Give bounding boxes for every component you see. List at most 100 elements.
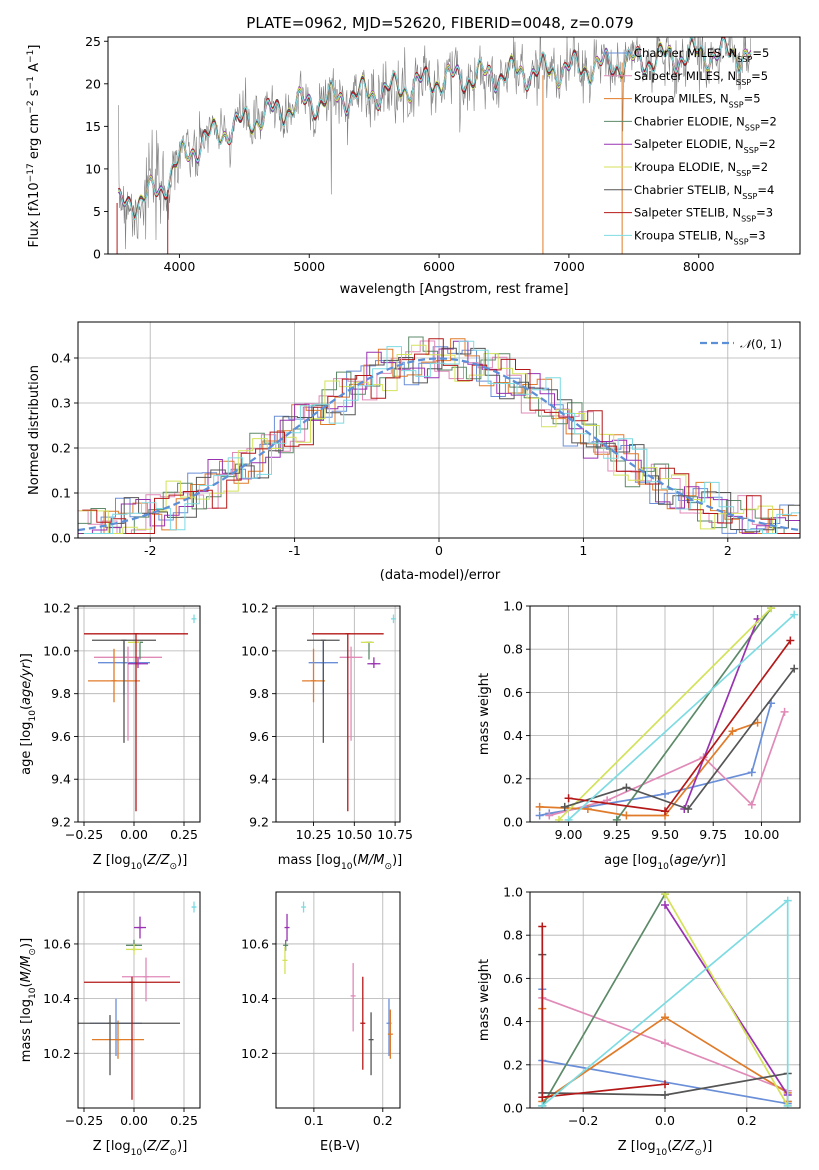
plot-area [535,606,799,822]
text-part: )] [19,938,34,948]
text-part: ⊙ [28,948,38,956]
text-part: )] [177,853,187,868]
text-part: 10 [27,182,42,199]
normal-curve [78,357,800,532]
y-tick-label: 9.2 [249,815,269,830]
y-tick-label: 0.0 [503,1101,523,1116]
text-part: −1 [26,50,36,63]
text-part: =5 [744,92,761,106]
text-part: Kroupa ELODIE, N [634,160,736,174]
residuals-y-label: Normed distribution [27,365,42,495]
weight-marker [535,802,544,811]
text-part: SSP [736,77,751,86]
y-axis-label: mass weight [477,959,492,1041]
y-tick-label: 0.8 [503,928,523,943]
text-part: Kroupa MILES, N [634,92,729,106]
legend-label: 𝒩(0, 1) [740,337,782,351]
residuals-x-label: (data-model)/error [380,568,501,583]
text-part: 10 [656,1148,668,1158]
text-part: Kroupa STELIB, N [634,228,734,242]
y-tick-label: 0.8 [503,642,523,657]
text-part: 10 [131,862,143,872]
weight-marker [684,805,693,814]
text-part: Chabrier STELIB, N [634,183,742,197]
y-tick-label: 0.2 [503,1057,523,1072]
residual-histogram [83,340,800,534]
weight-marker [622,811,631,820]
text-part: 10 [657,862,669,872]
weight-marker [783,1101,792,1108]
y-tick-label: 9.4 [249,772,269,787]
legend-label: Chabrier ELODIE, NSSP=2 [634,114,777,131]
text-part: ( [19,705,34,710]
y-tick-label: 9.2 [51,815,71,830]
weight-line [616,607,772,821]
weight-marker [545,811,554,820]
text-part: mass weight [477,959,492,1041]
x-tick-label: 9.50 [651,827,679,842]
weight-line [558,607,772,821]
text-part: SSP [744,146,759,155]
weight-marker [780,707,789,716]
weight-marker [661,807,669,816]
y-tick-label: 1.0 [503,885,523,900]
text-part: =4 [757,183,774,197]
weight-marker [538,1093,547,1102]
text-part: mass [log [19,999,34,1062]
x-tick-label: 0.25 [170,1113,198,1128]
x-tick-label: 9.00 [555,827,583,842]
text-part: ( [19,982,34,987]
y-tick-label: 0.4 [503,728,523,743]
y-tick-label: 9.6 [51,729,71,744]
y-tick-label: 9.8 [249,686,269,701]
x-tick-label: 5000 [293,259,325,274]
legend-label: Kroupa MILES, NSSP=5 [634,92,761,110]
x-tick-label: 9.75 [699,827,727,842]
y-tick-label: 20 [85,76,101,91]
text-part: A [27,63,42,76]
weight-marker [535,811,544,820]
y-tick-label: 0 [93,247,101,262]
text-part: Normed distribution [27,365,42,495]
axes-frame [107,36,801,255]
text-part: =5 [751,69,768,83]
axes-frame [77,605,201,823]
text-part: s [27,89,42,100]
x-axis-label: age [log10(age/yr)] [604,853,726,872]
text-part: Salpeter ELODIE, N [634,137,744,151]
text-part: =5 [752,46,769,60]
weight-vs-z-plot: −0.2 0.0 0.2 0.0 0.2 0.4 0.6 0.8 1.0 Z [log10(Z/Z… [477,885,801,1158]
text-part: Flux [f [27,206,42,247]
y-tick-label: 1.0 [503,599,523,614]
y-tick-label: 25 [85,34,101,49]
text-part: ⊙ [170,862,178,872]
text-part: Chabrier MILES, N [634,46,737,60]
legend-label: Salpeter STELIB, NSSP=3 [634,206,773,224]
text-part: ] [27,45,42,50]
text-part: ⊙ [695,1148,703,1158]
weight-marker [564,815,573,822]
weight-marker [753,718,762,727]
mass-vs-ebv-plot: 0.1 0.2 10.2 10.4 10.6 E(B-V) [241,891,401,1154]
text-part: M/M [19,956,34,983]
text-part: SSP [729,100,744,109]
legend-label: Kroupa STELIB, NSSP=3 [634,228,766,246]
y-tick-label: 10.2 [241,1046,269,1061]
weight-line [541,893,666,1107]
y-tick-label: 9.8 [51,686,71,701]
weight-marker [560,802,569,811]
weight-line [664,893,789,1107]
x-tick-label: −0.25 [65,1113,103,1128]
y-tick-label: 0.6 [503,971,523,986]
text-part: Z [log [93,1139,131,1154]
y-tick-label: 10.6 [241,936,269,951]
weight-marker [728,727,737,736]
text-part: E(B-V) [320,1139,360,1154]
x-tick-label: 0.00 [120,1113,148,1128]
text-part: −2 [26,100,36,113]
weight-vs-age-plot: 9.00 9.25 9.50 9.75 10.00 0.0 0.2 0.4 0.6 0.8 1.0 a… [477,599,801,872]
weight-marker [612,815,621,822]
weight-line [564,668,795,810]
text-part: age [log [19,722,34,775]
text-part: =3 [749,228,766,242]
